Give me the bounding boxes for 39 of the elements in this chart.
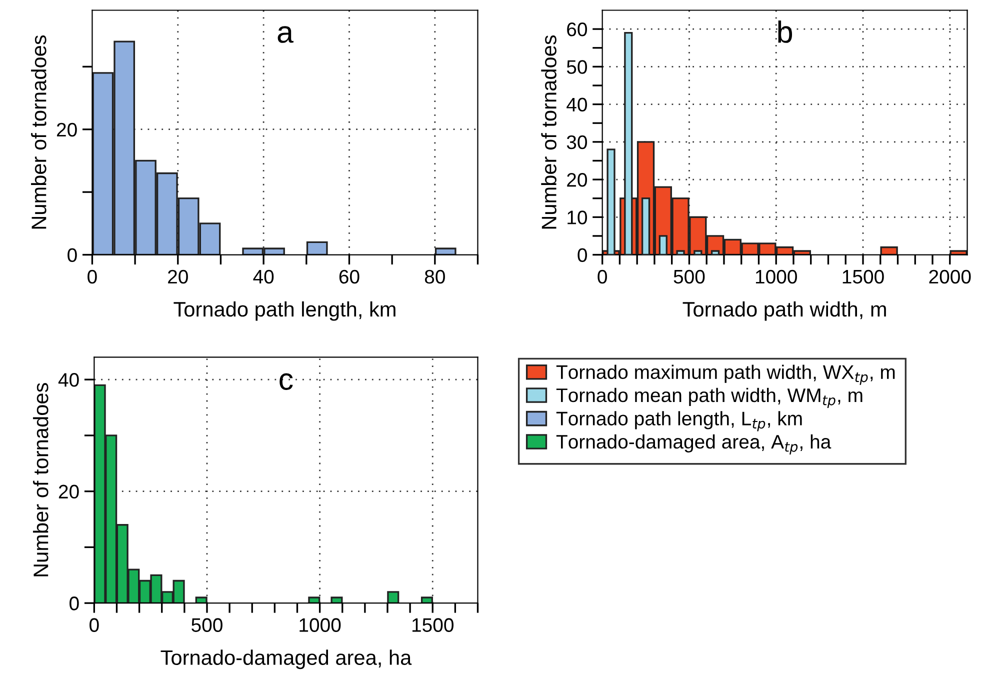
y-tick-label: 20 [58, 484, 79, 499]
y-tick-label: 40 [58, 373, 79, 387]
y-tick-label: 20 [567, 172, 587, 187]
chart-title: c [280, 373, 293, 390]
x-tick-label: 20 [168, 270, 188, 284]
x-tick-label: 60 [339, 270, 360, 284]
y-tick-label: 0 [578, 248, 587, 262]
y-tick-label: 40 [566, 98, 587, 112]
y-tick-label: 0 [68, 248, 77, 262]
y-tick-label: 20 [56, 122, 77, 137]
x-tick-label: 1500 [412, 618, 454, 632]
x-tick-label: 500 [192, 618, 222, 632]
y-tick-label: 50 [566, 60, 587, 74]
x-tick-label: 0 [598, 270, 607, 284]
x-tick-label: 1000 [756, 270, 797, 284]
x-axis-title: Tornado path length, km [174, 301, 396, 321]
legend-label: Tornado-damaged area, A$_{tp}$, ha [556, 434, 832, 454]
x-axis-title: Tornado path width, m [682, 301, 886, 321]
y-tick-label: 10 [568, 210, 587, 224]
y-axis-title: Number of tornadoes [32, 383, 48, 576]
y-tick-label: 30 [566, 135, 587, 150]
x-tick-label: 40 [253, 270, 274, 284]
x-axis-title: Tornado-damaged area, ha [160, 650, 412, 670]
legend-label: Tornado mean path width, WM$_{tp}$, m [556, 388, 862, 408]
x-tick-label: 80 [424, 270, 445, 284]
y-axis-title: Number of tornadoes [541, 35, 556, 229]
x-tick-label: 1000 [300, 618, 341, 632]
x-tick-label: 0 [90, 618, 99, 632]
legend-label: Tornado maximum path width, WX$_{tp}$, m [556, 364, 895, 385]
x-tick-label: 500 [674, 270, 705, 284]
y-tick-label: 60 [567, 22, 587, 36]
x-tick-label: 1500 [842, 270, 884, 284]
x-tick-label: 0 [88, 270, 97, 284]
legend-label: Tornado path length, L$_{tp}$, km [556, 411, 802, 432]
x-tick-label: 2000 [929, 270, 971, 284]
chart-title: a [278, 26, 294, 43]
chart-title: b [778, 20, 792, 43]
y-axis-title: Number of tornadoes [31, 35, 46, 229]
y-tick-label: 0 [70, 596, 79, 610]
